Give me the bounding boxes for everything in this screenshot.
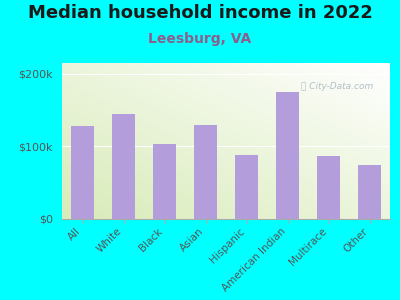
- Text: Leesburg, VA: Leesburg, VA: [148, 32, 252, 46]
- Bar: [153, 144, 176, 219]
- Text: Median household income in 2022: Median household income in 2022: [28, 4, 372, 22]
- Bar: [358, 165, 381, 219]
- Bar: [194, 125, 217, 219]
- Bar: [276, 92, 299, 219]
- Bar: [235, 155, 258, 219]
- Text: ⓘ City-Data.com: ⓘ City-Data.com: [302, 82, 374, 91]
- Bar: [317, 156, 340, 219]
- Bar: [112, 114, 135, 219]
- Bar: [71, 126, 94, 219]
